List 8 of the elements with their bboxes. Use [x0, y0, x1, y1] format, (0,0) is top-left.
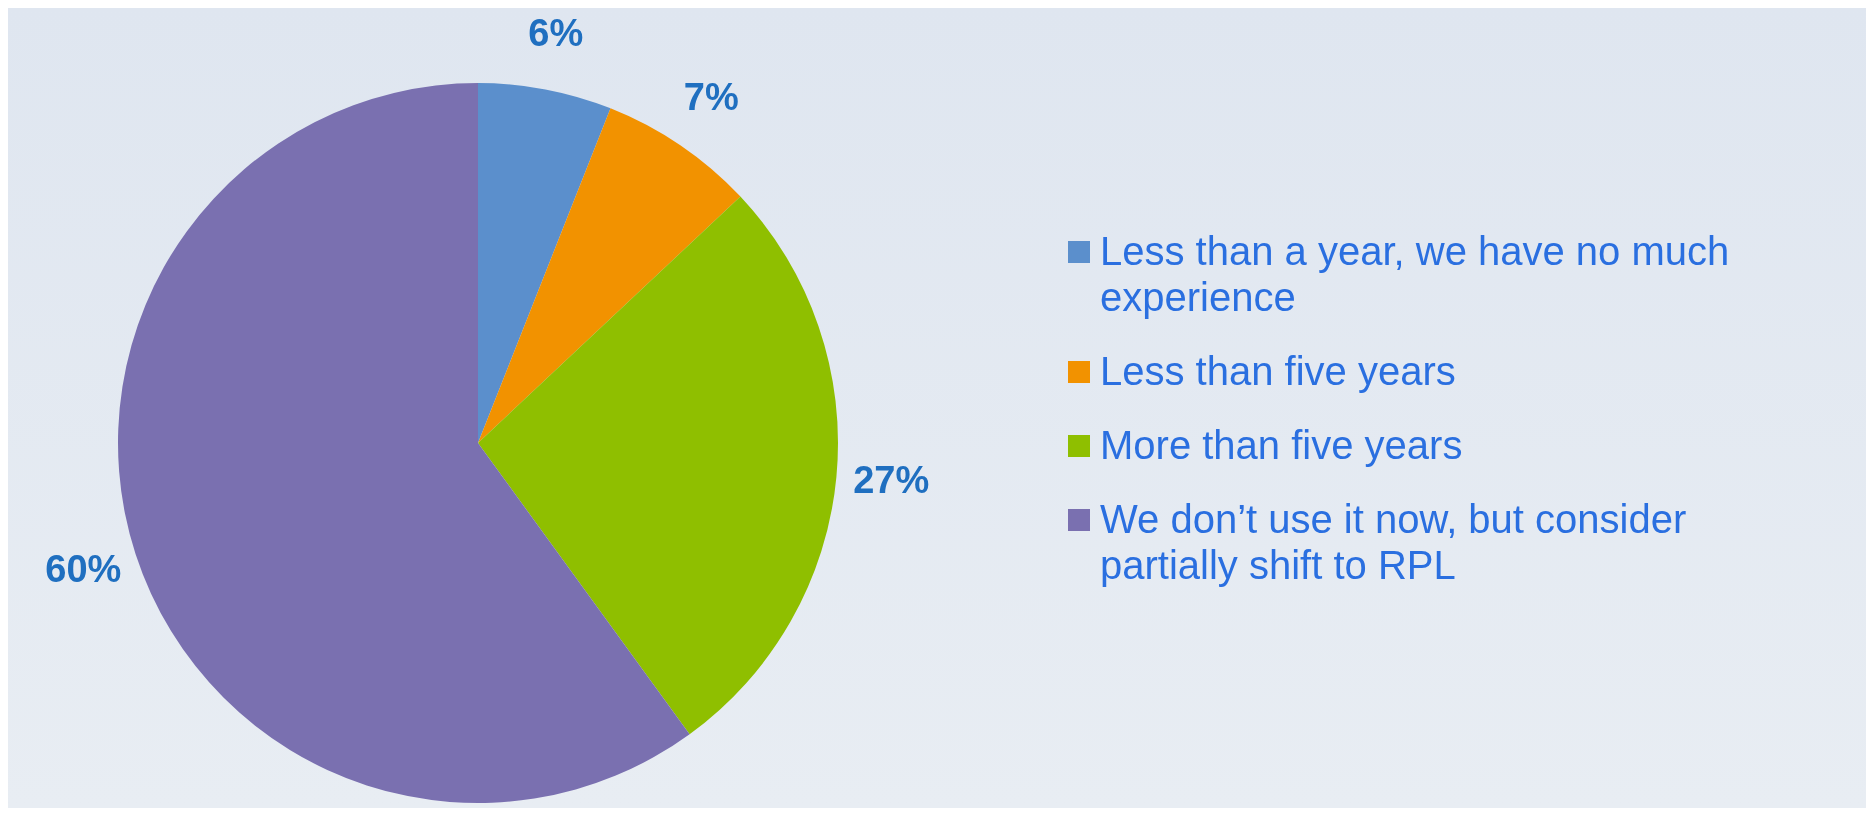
legend-label: We don’t use it now, but consider partially shift to RPL — [1100, 496, 1688, 588]
legend-label: Less than five years — [1100, 348, 1456, 394]
data-label: 7% — [683, 76, 739, 119]
data-label: 60% — [45, 547, 122, 590]
legend-label: More than five years — [1100, 422, 1463, 468]
legend-label: Less than a year, we have no much experience — [1100, 228, 1731, 320]
data-label: 27% — [853, 458, 930, 501]
data-label: 6% — [528, 11, 584, 54]
